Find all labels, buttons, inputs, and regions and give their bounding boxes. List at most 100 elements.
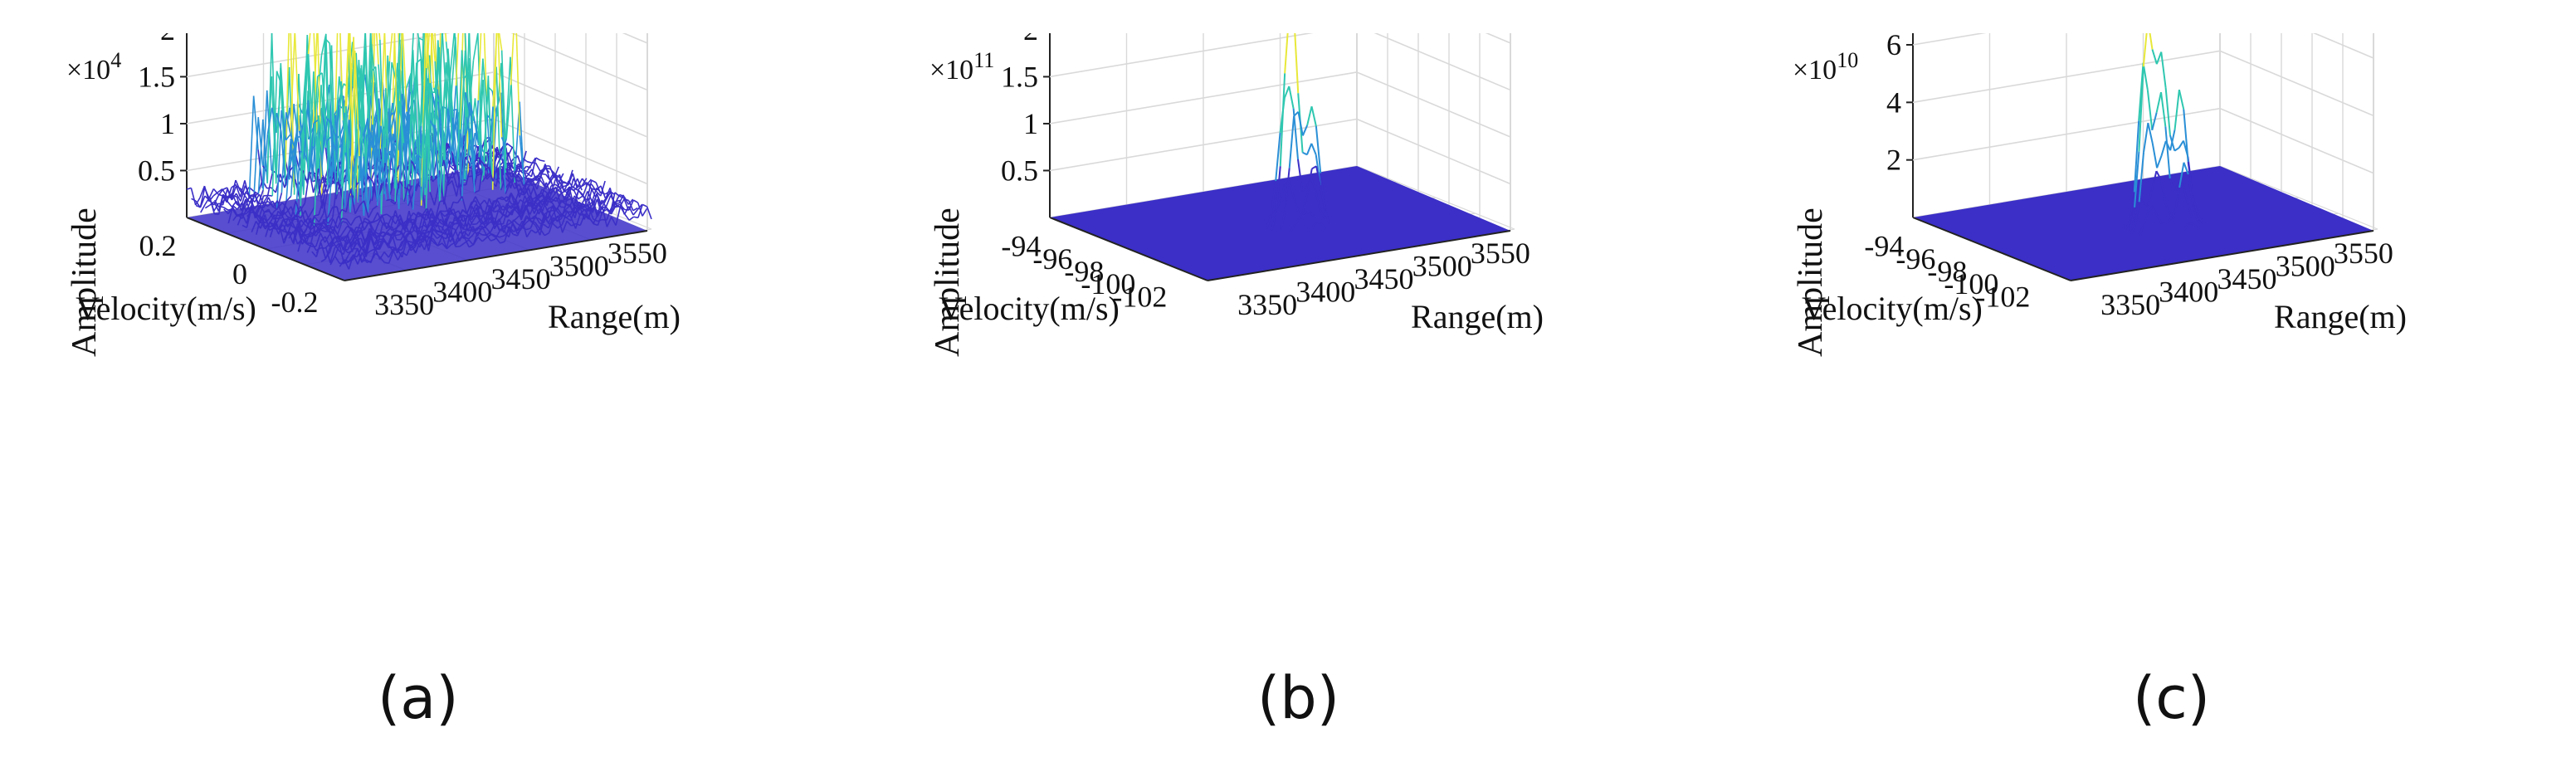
velocity-tick-label: 0 — [232, 257, 247, 291]
mesh-line — [632, 199, 639, 203]
mesh-line — [530, 215, 536, 220]
range-tick-label: 3500 — [2276, 249, 2335, 282]
mesh-line — [488, 167, 494, 182]
mesh-line — [414, 230, 421, 247]
mesh-line — [2174, 147, 2180, 152]
mesh-line — [332, 182, 339, 217]
mesh-line — [1306, 143, 1313, 155]
mesh-line — [627, 198, 634, 205]
mesh-line — [349, 161, 356, 212]
mesh-line — [454, 221, 460, 225]
mesh-line — [615, 203, 621, 207]
mesh-line — [375, 252, 381, 258]
mesh-line — [302, 239, 308, 245]
mesh-line — [301, 229, 307, 244]
mesh-line — [554, 183, 561, 189]
mesh-line — [277, 209, 284, 221]
mesh-line — [477, 237, 483, 242]
mesh-line — [307, 33, 311, 55]
mesh-line — [412, 154, 418, 210]
mesh-line — [227, 205, 234, 224]
mesh-line — [389, 134, 396, 189]
mesh-line — [544, 232, 550, 237]
mesh-line — [390, 198, 396, 203]
mesh-line — [393, 248, 398, 251]
mesh-line — [310, 231, 316, 235]
mesh-line — [348, 254, 354, 270]
mesh-line — [506, 196, 513, 205]
mesh-line — [561, 213, 567, 218]
mesh-line — [464, 237, 470, 248]
mesh-line — [248, 95, 255, 198]
mesh-line — [390, 210, 397, 227]
mesh-line — [259, 204, 266, 213]
mesh-line — [348, 248, 354, 256]
mesh-line — [505, 85, 512, 139]
mesh-line — [605, 188, 611, 199]
range-axis-line — [2070, 230, 2374, 281]
mesh-line — [565, 217, 572, 222]
mesh-line — [550, 183, 556, 187]
mesh-line — [432, 229, 438, 232]
mesh-line — [477, 231, 483, 236]
mesh-line — [2183, 222, 2189, 231]
mesh-line — [501, 203, 508, 216]
mesh-line — [511, 205, 518, 212]
mesh-line — [483, 76, 490, 176]
mesh-line — [314, 216, 320, 223]
mesh-line — [600, 185, 607, 198]
mesh-line — [266, 33, 273, 183]
mesh-line — [322, 96, 329, 141]
mesh-line — [543, 198, 548, 200]
mesh-line — [502, 196, 508, 201]
mesh-line — [320, 229, 325, 232]
mesh-line — [272, 200, 278, 208]
mesh-line — [489, 205, 495, 225]
mesh-line — [250, 197, 256, 203]
mesh-line — [2152, 206, 2159, 217]
mesh-line — [505, 56, 511, 139]
mesh-line — [429, 119, 435, 128]
mesh-line — [384, 261, 389, 264]
mesh-line — [285, 33, 290, 173]
mesh-line — [290, 139, 296, 179]
mesh-line — [480, 204, 486, 221]
mesh-line — [370, 252, 377, 261]
mesh-line — [345, 218, 352, 227]
velocity-tick-label: -100 — [1081, 267, 1135, 300]
mesh-line — [471, 206, 477, 215]
mesh-line — [260, 221, 266, 230]
mesh-line — [512, 223, 519, 235]
mesh-line — [362, 119, 368, 135]
mesh-line — [430, 33, 435, 88]
mesh-line — [324, 224, 329, 228]
mesh-line — [372, 125, 378, 203]
mesh-line — [329, 247, 336, 263]
grid-line — [2219, 107, 2374, 174]
mesh-line — [610, 203, 617, 213]
mesh-line — [495, 222, 501, 231]
mesh-line — [439, 100, 445, 204]
z-tick-label: 2 — [1023, 33, 1038, 46]
mesh-line — [204, 204, 211, 209]
mesh-line — [255, 212, 261, 220]
mesh-line — [459, 242, 466, 247]
mesh-line — [315, 242, 322, 254]
mesh-line — [334, 242, 340, 249]
mesh-line — [245, 197, 251, 202]
mesh-line — [427, 224, 434, 236]
mesh-line — [574, 213, 581, 229]
mesh-line — [359, 200, 365, 206]
mesh-line — [451, 151, 457, 172]
mesh-line — [485, 205, 490, 222]
mesh-line — [605, 195, 612, 208]
mesh-line — [2143, 211, 2149, 226]
mesh-line — [288, 231, 294, 239]
mesh-line — [305, 210, 310, 222]
mesh-line — [519, 188, 525, 195]
mesh-line — [320, 236, 326, 242]
mesh-line — [495, 62, 502, 117]
mesh-line — [506, 203, 512, 209]
mesh-line — [525, 227, 531, 231]
mesh-line — [456, 167, 463, 201]
